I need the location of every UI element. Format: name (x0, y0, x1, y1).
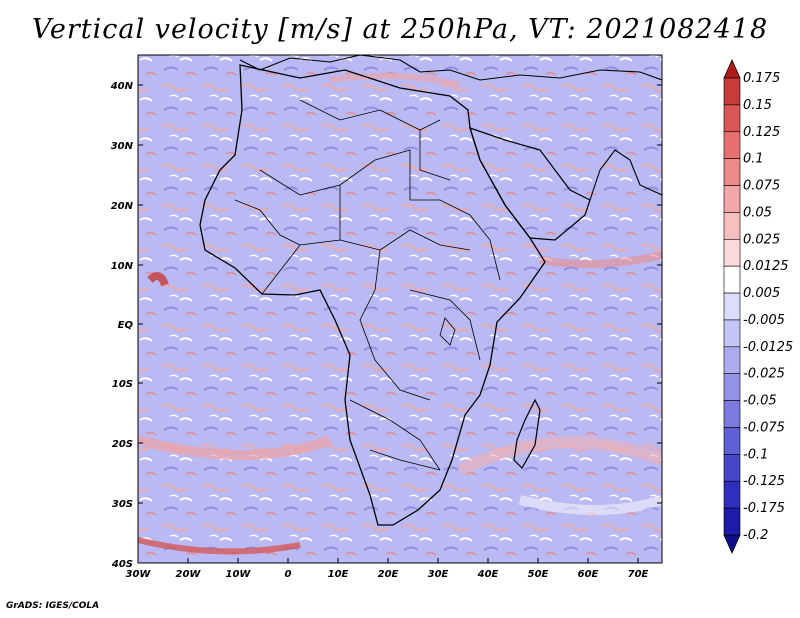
colorbar-level-label: 0.175 (743, 71, 780, 86)
colorbar-segment (723, 212, 741, 240)
colorbar-segment (723, 238, 741, 267)
map-title: Vertical velocity [m/s] at 250hPa, VT: 2… (31, 14, 769, 45)
colorbar-segment (723, 158, 741, 186)
colorbar-level-label: -0.2 (743, 528, 768, 543)
lon-tick-label: 20E (378, 569, 399, 580)
lon-tick-label: 10W (226, 569, 252, 580)
colorbar-segment (723, 185, 741, 213)
colorbar-level-label: -0.175 (743, 501, 785, 516)
colorbar-level-label: -0.05 (743, 394, 777, 409)
colorbar-level-label: -0.075 (743, 420, 785, 435)
arabia-coastline (469, 127, 591, 241)
colorbar-level-label: 0.1 (743, 152, 764, 167)
colorbar-segment (723, 319, 741, 348)
colorbar-labels: 0.175 0.15 0.125 0.1 0.075 0.05 0.025 0.0125 0.0… (743, 71, 793, 543)
lon-tick-label: 30E (428, 569, 449, 580)
lon-tick-label: 40E (477, 569, 499, 580)
lat-tick-label: 20S (112, 439, 133, 450)
lon-tick-label: 20W (176, 569, 202, 580)
lon-tick-label: 30W (126, 569, 152, 580)
colorbar-segment (723, 454, 741, 482)
colorbar-segment (723, 507, 741, 536)
country-borders (234, 99, 501, 471)
colorbar-segment (723, 346, 741, 375)
colorbar-level-label: 0.005 (743, 286, 780, 301)
colorbar-level-label: -0.025 (743, 367, 785, 382)
colorbar-segment (723, 400, 741, 428)
lat-tick-label: 40N (110, 81, 134, 92)
colorbar-segment (723, 480, 741, 509)
lat-tick-label: 40S (111, 559, 133, 570)
colorbar-segment (723, 131, 741, 159)
colorbar-segments (723, 77, 741, 536)
colorbar-level-label: -0.005 (743, 313, 785, 328)
lat-tick-label: 30N (111, 141, 134, 152)
colorbar-level-label: 0.0125 (743, 259, 789, 274)
lon-tick-label: 10E (328, 569, 349, 580)
footer-credit: GrADS: IGES/COLA (6, 601, 100, 611)
lon-tick-label: 70E (628, 569, 649, 580)
asia-coastline (589, 149, 662, 201)
colorbar-level-label: 0.025 (743, 232, 780, 247)
colorbar-segment (723, 373, 741, 401)
colorbar-segment (723, 265, 741, 294)
colorbar: 0.175 0.15 0.125 0.1 0.075 0.05 0.025 0.0125 0.0… (723, 59, 793, 554)
lon-tick-label: 0 (285, 569, 292, 580)
colorbar-level-label: -0.0125 (743, 340, 793, 355)
lat-axis: 40N 30N 20N 10N EQ 10S 20S 30S 40S (110, 81, 662, 570)
colorbar-top-arrow (723, 59, 741, 79)
lat-tick-label: 10N (111, 261, 134, 272)
colorbar-level-label: 0.125 (743, 125, 780, 140)
lat-tick-label: EQ (118, 320, 134, 331)
lat-tick-label: 20N (111, 201, 134, 212)
lat-tick-label: 10S (112, 379, 133, 390)
map-frame (137, 54, 663, 564)
europe-coastline (239, 55, 662, 81)
lat-tick-label: 30S (112, 499, 133, 510)
colorbar-level-label: -0.1 (743, 447, 768, 462)
velocity-field (138, 55, 662, 563)
colorbar-segment (723, 77, 741, 106)
colorbar-level-label: 0.075 (743, 179, 780, 194)
colorbar-segment (723, 427, 741, 455)
lon-axis: 30W 20W 10W 0 10E 20E 30E 40E 50E 60E 70… (126, 558, 649, 580)
colorbar-level-label: 0.05 (743, 205, 772, 220)
colorbar-bottom-arrow (723, 534, 741, 554)
lon-tick-label: 50E (528, 569, 549, 580)
colorbar-level-label: -0.125 (743, 474, 785, 489)
lon-tick-label: 60E (578, 569, 599, 580)
colorbar-segment (723, 292, 741, 321)
madagascar-coastline (513, 398, 541, 469)
colorbar-level-label: 0.15 (743, 98, 772, 113)
colorbar-segment (723, 104, 741, 133)
